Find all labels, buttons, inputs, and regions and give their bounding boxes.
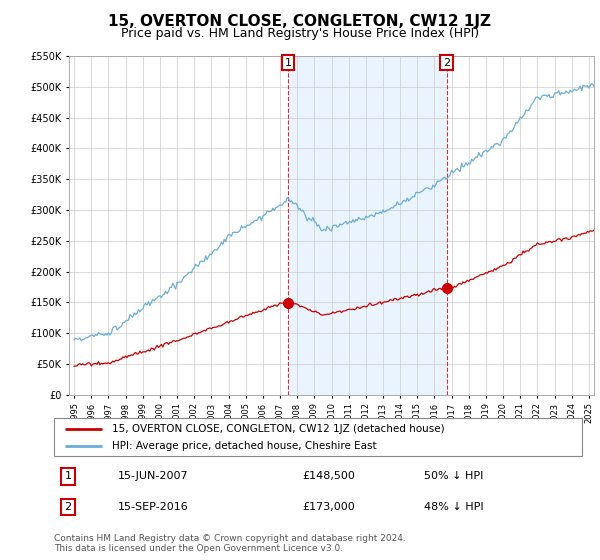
Text: 2: 2: [65, 502, 71, 512]
Text: 15, OVERTON CLOSE, CONGLETON, CW12 1JZ: 15, OVERTON CLOSE, CONGLETON, CW12 1JZ: [109, 14, 491, 29]
Text: £173,000: £173,000: [302, 502, 355, 512]
Text: 15-JUN-2007: 15-JUN-2007: [118, 471, 188, 481]
Text: 1: 1: [284, 58, 292, 68]
Bar: [288, 56, 446, 395]
Text: £148,500: £148,500: [302, 471, 355, 481]
Text: Contains HM Land Registry data © Crown copyright and database right 2024.
This d: Contains HM Land Registry data © Crown c…: [54, 534, 406, 553]
Text: Price paid vs. HM Land Registry's House Price Index (HPI): Price paid vs. HM Land Registry's House …: [121, 27, 479, 40]
Text: 2: 2: [443, 58, 450, 68]
Text: 15-SEP-2016: 15-SEP-2016: [118, 502, 188, 512]
Text: 48% ↓ HPI: 48% ↓ HPI: [424, 502, 483, 512]
Text: 15, OVERTON CLOSE, CONGLETON, CW12 1JZ (detached house): 15, OVERTON CLOSE, CONGLETON, CW12 1JZ (…: [112, 424, 445, 434]
FancyBboxPatch shape: [54, 418, 582, 456]
Text: 50% ↓ HPI: 50% ↓ HPI: [424, 471, 483, 481]
Text: HPI: Average price, detached house, Cheshire East: HPI: Average price, detached house, Ches…: [112, 441, 377, 451]
Text: 1: 1: [65, 471, 71, 481]
